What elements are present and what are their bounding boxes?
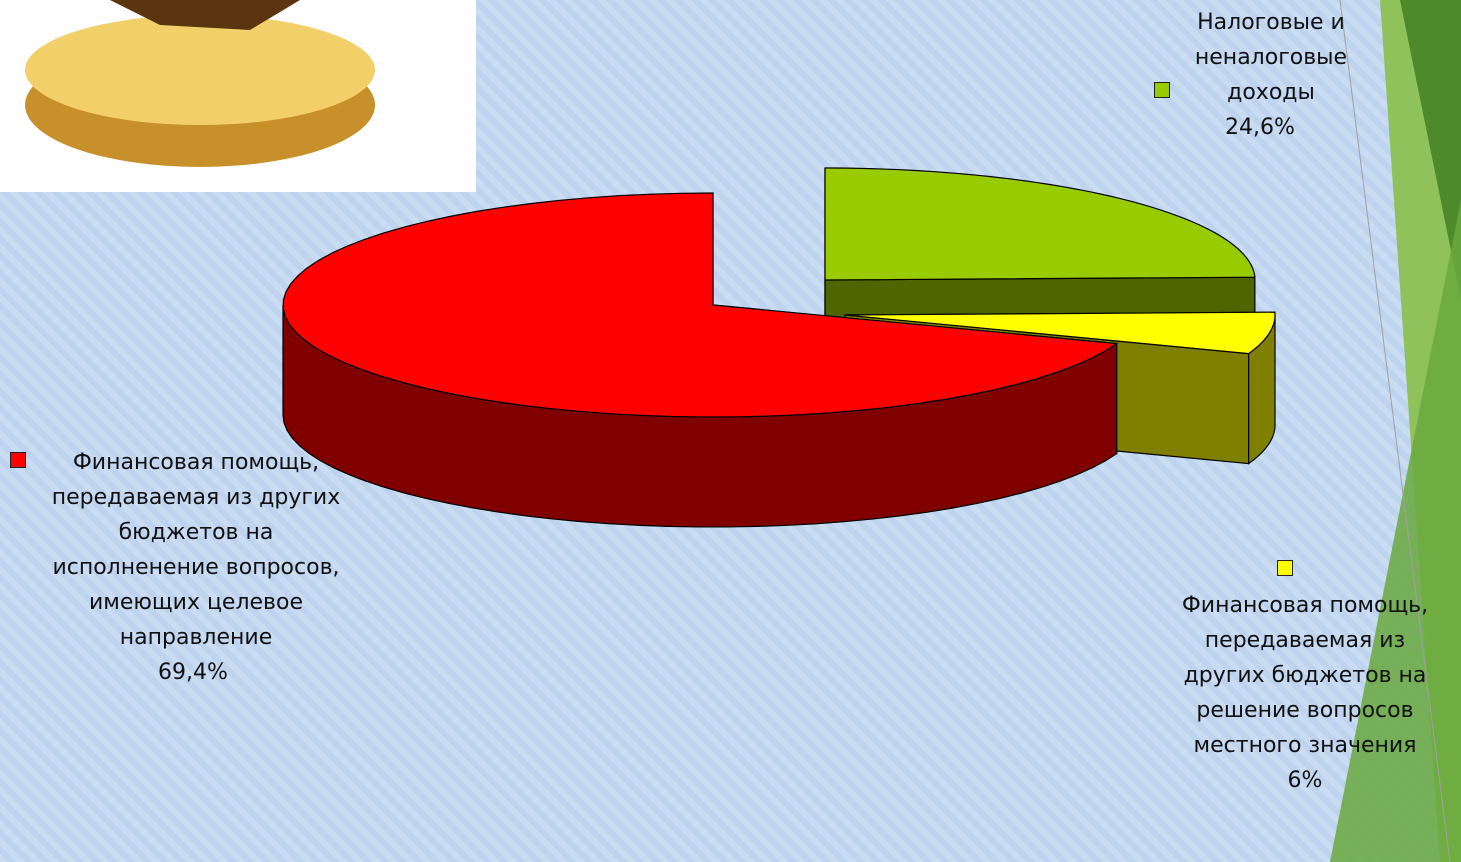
category-label: Финансовая помощь, передаваемая из други… — [1181, 593, 1429, 758]
value-label: 6% — [1287, 768, 1323, 793]
label: Финансовая помощь, передаваемая из други… — [1150, 553, 1460, 798]
slice — [824, 167, 1256, 281]
decor-band — [1400, 0, 1461, 300]
category-label: Финансовая помощь, передаваемая из други… — [51, 450, 341, 650]
label: Финансовая помощь, передаваемая из други… — [8, 445, 348, 690]
label: Налоговые и неналоговые доходы 24,6% — [1135, 5, 1385, 145]
slice — [844, 311, 1276, 355]
picture-coin — [25, 15, 375, 125]
category-label: Налоговые и неналоговые доходы — [1194, 10, 1348, 105]
slice — [282, 192, 1119, 418]
value-label: 24,6% — [1225, 115, 1295, 140]
decor-band — [1330, 200, 1461, 862]
picture-coin — [110, 0, 300, 30]
value-label: 69,4% — [158, 660, 228, 685]
legend-marker — [1154, 82, 1170, 98]
decor-line — [1339, 0, 1451, 862]
legend-marker — [10, 452, 26, 468]
legend-marker — [1277, 560, 1293, 576]
